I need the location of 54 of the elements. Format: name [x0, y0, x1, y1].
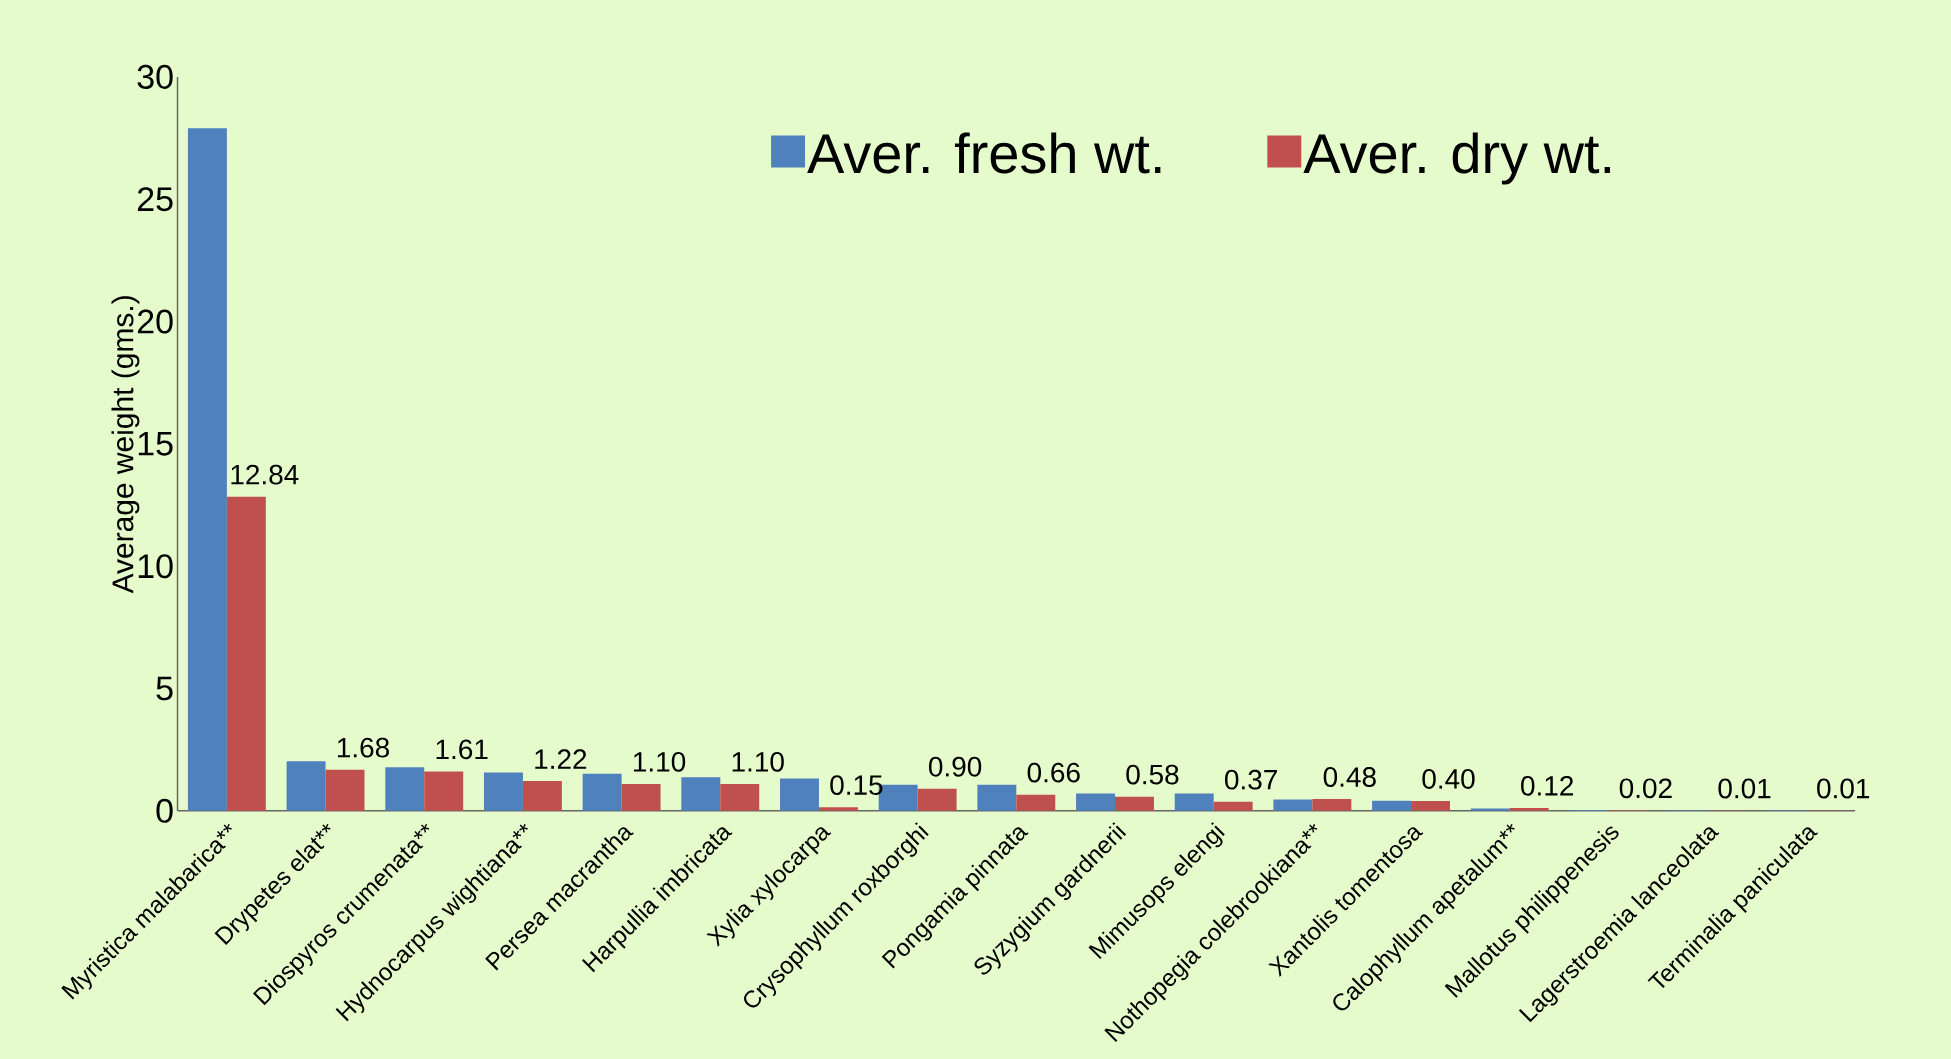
bar [522, 780, 562, 811]
y-tick-label: 0 [156, 798, 173, 823]
bar [1016, 794, 1056, 811]
bar [1470, 808, 1510, 811]
bar [1115, 796, 1154, 811]
bar [325, 769, 365, 811]
y-tick-label: 30 [137, 64, 173, 89]
bar [385, 767, 425, 811]
bar [187, 128, 227, 811]
bar [1411, 800, 1450, 811]
data-label: 1.22 [535, 749, 587, 769]
legend-label: Aver. fresh wt. [807, 132, 1161, 174]
data-label: 1.10 [732, 751, 784, 772]
data-label: 1.10 [633, 751, 686, 772]
y-tick-label: 10 [138, 553, 173, 578]
bar [1372, 800, 1412, 811]
bar [720, 783, 760, 811]
bar [1213, 801, 1253, 811]
data-label: 0.66 [1027, 762, 1080, 783]
bar [582, 773, 622, 811]
data-label: 0.40 [1422, 768, 1475, 789]
bar [621, 783, 661, 811]
data-label: 0.90 [928, 756, 982, 777]
data-label: 0.15 [830, 774, 883, 795]
bar [1174, 793, 1214, 811]
data-label: 0.01 [1718, 778, 1771, 799]
bar [1509, 807, 1549, 811]
data-label: 0.58 [1126, 764, 1179, 785]
data-label: 0.37 [1225, 769, 1277, 790]
y-tick-label: 20 [137, 309, 173, 334]
data-label: 1.61 [436, 739, 488, 760]
bar [1076, 793, 1116, 811]
bar [483, 772, 523, 811]
data-label: 12.84 [231, 464, 299, 485]
data-label: 0.12 [1521, 775, 1573, 796]
bar [681, 777, 721, 811]
bar [1312, 798, 1352, 811]
bar [1273, 799, 1313, 811]
data-label: 0.01 [1817, 778, 1870, 799]
y-tick-label: 25 [137, 186, 173, 211]
bar [977, 784, 1017, 811]
y-axis-title: Average weight (gms.) [111, 295, 140, 594]
bar [226, 496, 266, 811]
legend-label: Aver. dry wt. [1303, 132, 1610, 185]
bar [917, 788, 957, 811]
data-label: 0.48 [1323, 766, 1376, 787]
bar [818, 806, 858, 811]
bar [424, 771, 464, 811]
bar [780, 778, 819, 811]
data-label: 0.02 [1619, 778, 1672, 798]
y-tick-label: 15 [138, 431, 173, 456]
y-tick-label: 5 [156, 676, 173, 701]
data-label: 1.68 [337, 737, 389, 758]
bar [286, 760, 326, 811]
